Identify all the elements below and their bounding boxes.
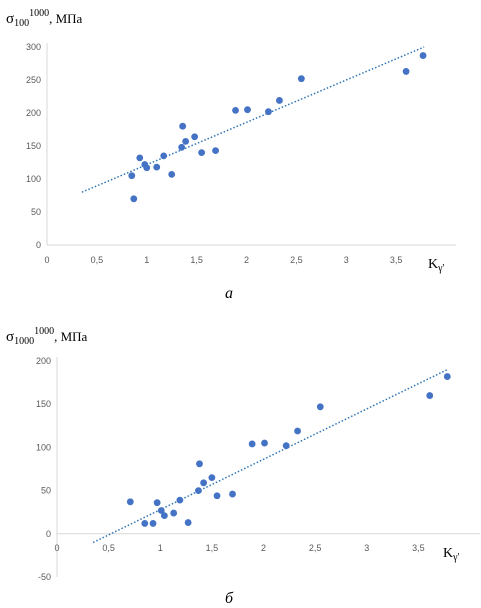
- chart-a-y-axis-label: σ1001000, МПа: [6, 8, 83, 29]
- chart-a-data-point: [153, 163, 161, 171]
- chart-b-data-point: [196, 460, 203, 468]
- chart-b-plot-area: -50 0 50 100 150 200 0 0,5 1 1,5 2 2,5 3 3,5: [36, 356, 480, 582]
- chart-a-y-tick-label: 300: [26, 42, 41, 52]
- chart-a-x-tick-label: 0: [44, 255, 49, 265]
- chart-a-x-tick-label: 3,5: [390, 255, 403, 265]
- chart-a-y-tick-label: 200: [26, 108, 41, 118]
- chart-a-data-point: [276, 97, 283, 104]
- chart-b-data-point: [153, 499, 161, 507]
- chart-b-y-tick-label: -50: [38, 572, 51, 582]
- chart-b-trendline: [92, 368, 448, 544]
- chart-a-x-tick-label: 2: [244, 255, 249, 265]
- chart-b-y-tick-label: 0: [46, 529, 51, 539]
- chart-a-data-point: [265, 108, 272, 116]
- chart-b-data-point: [208, 474, 216, 482]
- chart-b-data-point: [248, 440, 256, 448]
- chart-a-y-tick-label: 100: [26, 174, 41, 184]
- chart-a-data-point: [419, 52, 427, 59]
- chart-b-data-point: [294, 427, 301, 435]
- chart-b-data-point: [229, 490, 236, 498]
- chart-b-caption: б: [225, 590, 234, 607]
- chart-b-y-axis-label: σ10001000, МПа: [6, 326, 88, 347]
- chart-a-data-point: [402, 68, 410, 75]
- chart-b-data-point: [126, 498, 134, 506]
- chart-b-data-point: [195, 487, 202, 494]
- chart-b-data-point: [261, 439, 268, 447]
- chart-a-x-tick-label: 1: [144, 255, 149, 265]
- chart-b-data-point: [316, 403, 324, 411]
- chart-a-data-point: [168, 170, 176, 178]
- chart-a-y-tick-label: 0: [36, 240, 41, 250]
- chart-b-y-tick-label: 150: [36, 399, 51, 409]
- chart-b-data-point: [149, 520, 157, 527]
- chart-a-trendline: [81, 46, 425, 193]
- chart-a-y-tick-label: 250: [26, 75, 41, 85]
- chart-a-data-point: [244, 106, 251, 114]
- chart-a-data-point: [191, 133, 199, 141]
- chart-a-data-point: [136, 154, 144, 162]
- chart-b-x-tick-label: 0,5: [102, 543, 115, 553]
- chart-a-x-axis-label: Kγ': [428, 257, 445, 274]
- chart-b-data-point: [282, 442, 290, 450]
- chart-a-data-point: [178, 143, 186, 151]
- chart-b-x-tick-label: 3: [364, 543, 369, 553]
- chart-b-y-tick-label: 50: [41, 486, 51, 496]
- chart-b-x-tick-label: 1: [158, 543, 163, 553]
- chart-b-data-point: [157, 507, 165, 514]
- chart-a-data-point: [212, 147, 219, 155]
- chart-b-x-tick-label: 2: [261, 543, 266, 553]
- chart-a-caption: а: [225, 285, 233, 302]
- chart-b-data-point: [443, 373, 451, 380]
- chart-b-data-point: [176, 496, 184, 504]
- chart-b-data-point: [170, 509, 178, 517]
- chart-a-plot-area: 0 50 100 150 200 250 300 0 0,5 1 1,5 2 2,5 3 3,5: [26, 42, 456, 265]
- chart-b-data-point: [160, 512, 168, 520]
- chart-b-data-point: [184, 519, 192, 526]
- chart-a-x-tick-label: 1,5: [190, 255, 203, 265]
- chart-a-data-point: [128, 172, 136, 180]
- chart-a-data-point: [130, 195, 138, 203]
- chart-b-x-tick-label: 1,5: [206, 543, 219, 553]
- chart-b-x-tick-label: 2,5: [309, 543, 322, 553]
- chart-b-data-point: [213, 492, 221, 500]
- chart-a-x-tick-label: 3: [344, 255, 349, 265]
- chart-b-y-tick-label: 200: [36, 356, 51, 366]
- chart-a-x-tick-label: 2,5: [290, 255, 303, 265]
- chart-a-data-point: [182, 137, 190, 145]
- chart-b-y-tick-label: 100: [36, 442, 51, 452]
- chart-a-data-point: [198, 149, 206, 157]
- chart-a-data-point: [143, 164, 151, 172]
- chart-a-data-point: [297, 75, 305, 83]
- scatter-chart-b: σ10001000, МПа Kγ' б -50 0 50 100 150 200 0 0,5…: [6, 326, 480, 607]
- chart-a-x-tick-label: 0,5: [91, 255, 104, 265]
- chart-a-data-point: [232, 106, 239, 114]
- chart-b-data-point: [200, 479, 208, 487]
- chart-a-y-tick-label: 50: [31, 207, 41, 217]
- chart-a-data-point: [179, 122, 187, 130]
- chart-b-data-point: [426, 392, 434, 399]
- chart-b-x-axis-label: Kγ': [443, 546, 460, 563]
- chart-b-x-tick-label: 0: [54, 543, 59, 553]
- chart-a-data-point: [160, 152, 168, 160]
- chart-a-y-tick-label: 150: [26, 141, 41, 151]
- chart-b-data-point: [141, 520, 149, 527]
- chart-b-x-tick-label: 3,5: [412, 543, 425, 553]
